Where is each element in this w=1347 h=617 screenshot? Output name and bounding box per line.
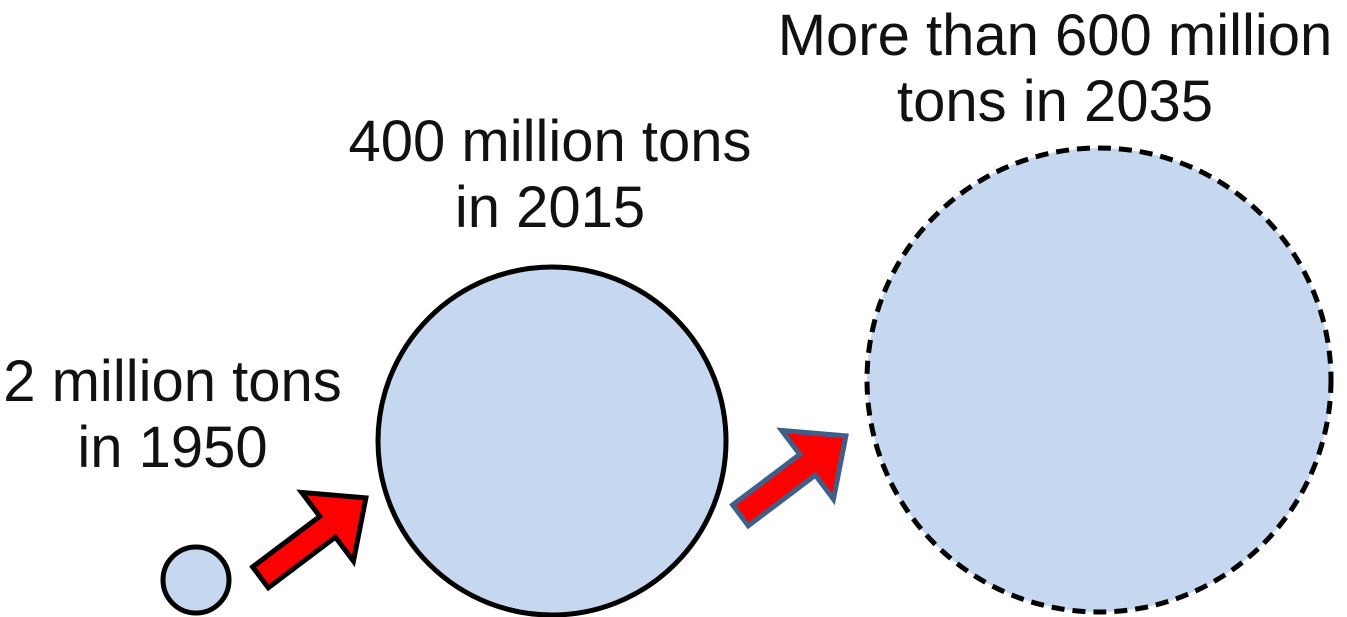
label-1950-line1: 2 million tons [3, 349, 342, 414]
label-1950: 2 million tons in 1950 [0, 349, 345, 481]
label-1950-line2: in 1950 [77, 415, 268, 480]
arrow-1950-to-2015-icon [249, 489, 369, 592]
label-2035-line2: tons in 2035 [896, 69, 1214, 134]
label-2015: 400 million tons in 2015 [330, 109, 770, 241]
label-2035: More than 600 million tons in 2035 [760, 3, 1347, 135]
circle-2015 [375, 264, 729, 617]
circle-2035 [864, 145, 1334, 615]
label-2015-line2: in 2015 [454, 175, 646, 240]
label-2035-line1: More than 600 million [777, 3, 1333, 68]
label-2015-line1: 400 million tons [348, 109, 752, 174]
circle-1950 [160, 544, 232, 616]
arrow-2015-to-2035-icon [729, 427, 849, 530]
